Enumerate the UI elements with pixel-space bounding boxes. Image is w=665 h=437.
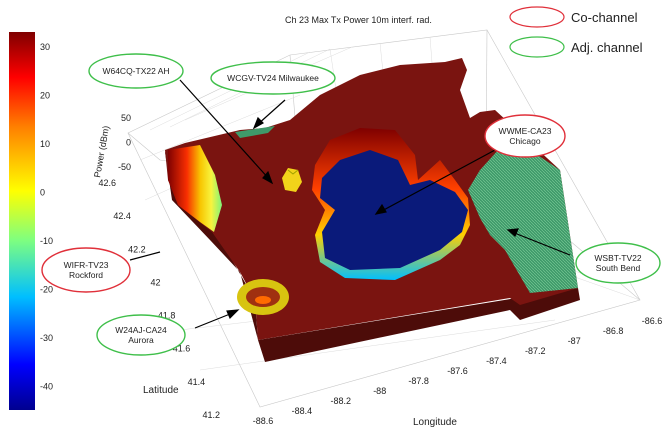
station-label-ellipse [210,61,336,95]
legend: Co-channel Adj. channel [509,6,643,58]
x-tick-label: -87 [568,336,581,346]
legend-adj-label: Adj. channel [571,40,643,55]
axis-ticks: -88.6 -88.4 -88.2 -88 -87.8 -87.6 -87.4 -87.2 -8… [98,113,662,426]
station-label-text: W64CQ-TX22 AH [102,66,169,76]
station-label-ellipse [96,314,186,356]
station-label-text: South Bend [596,263,641,273]
station-label-text: WCGV-TV24 Milwaukee [227,73,319,83]
legend-co-label: Co-channel [571,10,638,25]
surface-plot [165,58,580,362]
y-tick-label: 41.6 [173,344,191,354]
legend-co-marker [509,6,565,28]
x-tick-label: -88.6 [253,416,274,426]
station-label-text: Rockford [69,270,103,280]
colorbar-tick-label: 10 [40,139,50,149]
station-label-text: WIFR-TV23 [64,260,109,270]
y-tick-label: 41.8 [158,311,176,321]
x-axis-label: Longitude [413,417,457,428]
green-region [468,140,578,293]
x-tick-label: -88.4 [292,406,313,416]
colorbar-tick-label: 30 [40,42,50,52]
colorbar-tick-label: -30 [40,333,53,343]
chart-title: Ch 23 Max Tx Power 10m interf. rad. [285,15,432,25]
station-label: WCGV-TV24 Milwaukee [210,61,336,95]
station-label: W64CQ-TX22 AH [88,53,184,89]
station-label-text: Chicago [509,136,540,146]
x-tick-label: -87.4 [486,356,507,366]
colorbar-tick-label: -40 [40,381,53,391]
green-strip-top [235,126,275,138]
station-label-ellipse [88,53,184,89]
spike-w64cq [282,168,302,192]
station-label-text: Aurora [128,335,154,345]
y-tick-label: 42 [151,277,161,287]
x-tick-label: -87.2 [525,346,546,356]
x-tick-label: -87.8 [408,376,429,386]
rim-left [168,145,222,232]
colorbar-gradient [9,32,35,410]
y-axis-label: Latitude [143,385,179,396]
surface-front-face [258,288,580,362]
colorbar-tick-label: 20 [40,91,50,101]
station-label-text: W24AJ-CA24 [115,325,167,335]
y-tick-label: 41.4 [188,377,206,387]
x-tick-label: -88.2 [331,396,352,406]
station-labels: W64CQ-TX22 AH WCGV-TV24 Milwaukee WWME-CA2… [41,53,661,356]
legend-adj-marker [509,36,565,58]
station-label-text: WSBT-TV22 [594,253,642,263]
z-axis-label: Power (dBm) [92,125,111,178]
x-tick-label: -88 [373,386,386,396]
station-label-ellipse [575,242,661,284]
y-tick-label: 42.2 [128,244,146,254]
z-tick-label: 50 [121,113,131,123]
chicago-hole [320,150,468,270]
x-tick-label: -86.8 [603,326,624,336]
x-tick-label: -86.6 [642,316,663,326]
station-label-text: WWME-CA23 [499,126,552,136]
crater-aurora [237,279,289,315]
colorbar-tick-label: 0 [40,187,45,197]
x-tick-label: -87.6 [447,366,468,376]
y-tick-label: 42.4 [113,211,131,221]
y-tick-label: 41.2 [202,410,220,420]
colorbar-ticks: 30 20 10 0 -10 -20 -30 -40 [40,42,53,391]
colorbar-tick-label: -10 [40,236,53,246]
colorbar-tick-label: -20 [40,284,53,294]
station-label-ellipse [41,247,131,293]
colorbar: 30 20 10 0 -10 -20 -30 -40 [9,32,53,410]
z-tick-label: 0 [126,138,131,148]
z-tick-label: -50 [118,162,131,172]
y-tick-label: 42.6 [98,178,116,188]
station-label-ellipse [484,114,566,158]
annotation-arrows [129,79,571,329]
